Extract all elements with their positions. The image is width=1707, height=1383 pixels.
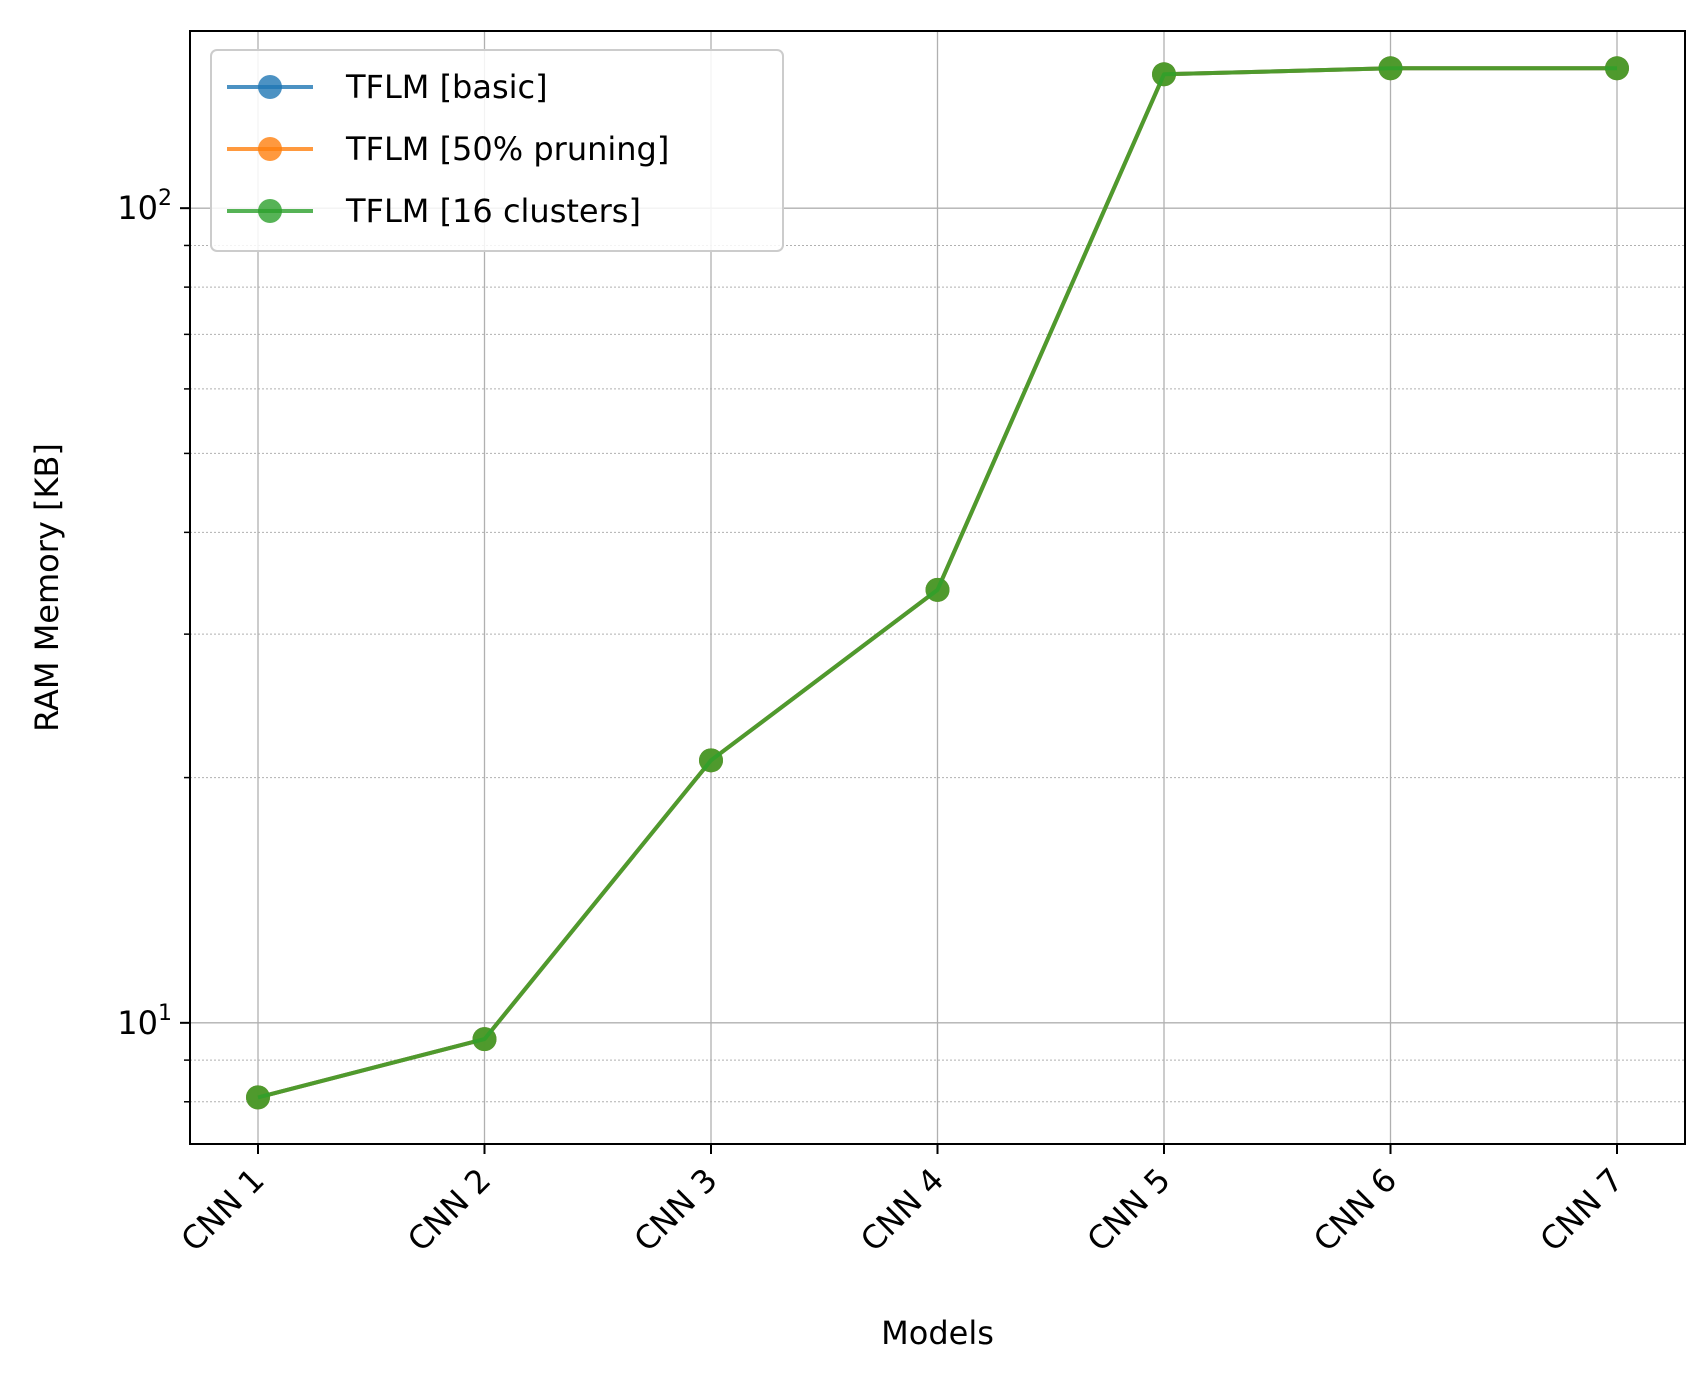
y-tick-label: 101 (117, 1001, 172, 1042)
data-point (925, 577, 950, 602)
series-lines (246, 56, 1629, 1110)
legend-label: TFLM [16 clusters] (345, 192, 641, 230)
x-axis-label: Models (881, 1314, 994, 1352)
legend-marker (258, 199, 282, 223)
legend: TFLM [basic] TFLM [50% pruning] TFLM [16 c… (210, 49, 784, 252)
data-point (246, 1085, 270, 1110)
legend-marker (258, 75, 282, 99)
data-point (1152, 62, 1176, 87)
y-axis-label: RAM Memory [KB] (28, 443, 66, 732)
y-tick-label: 102 (117, 186, 172, 227)
legend-box (210, 49, 784, 252)
legend-marker (258, 137, 282, 161)
data-point (1378, 56, 1403, 81)
data-point (699, 748, 723, 773)
legend-label: TFLM [basic] (345, 68, 548, 106)
legend-label: TFLM [50% pruning] (345, 130, 669, 168)
data-point (1605, 56, 1629, 81)
data-point (472, 1027, 497, 1052)
